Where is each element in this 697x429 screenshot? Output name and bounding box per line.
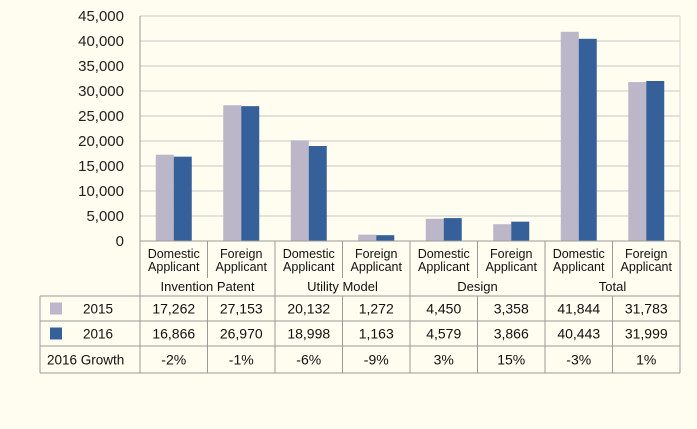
y-tick-label: 0 bbox=[116, 233, 124, 250]
bar-2016 bbox=[443, 218, 462, 241]
y-tick-label: 40,000 bbox=[78, 33, 124, 50]
category-label: Applicant bbox=[351, 260, 403, 274]
category-label: Foreign bbox=[625, 247, 667, 261]
growth-row-label: 2016 Growth bbox=[47, 353, 124, 368]
table-value: 1,163 bbox=[359, 326, 394, 342]
legend-label: 2016 bbox=[83, 327, 113, 342]
growth-value: 1% bbox=[636, 352, 656, 368]
y-tick-label: 25,000 bbox=[78, 108, 124, 125]
group-label: Design bbox=[457, 279, 497, 294]
category-label: Applicant bbox=[621, 260, 673, 274]
table-value: 16,866 bbox=[152, 326, 195, 342]
table-value: 20,132 bbox=[287, 301, 330, 317]
bar-2016 bbox=[646, 81, 665, 241]
bar-2015 bbox=[628, 82, 647, 242]
category-label: Applicant bbox=[553, 260, 605, 274]
bar-2016 bbox=[308, 146, 327, 241]
growth-value: -6% bbox=[296, 352, 321, 368]
growth-value: -2% bbox=[161, 352, 186, 368]
category-label: Applicant bbox=[148, 260, 200, 274]
category-label: Domestic bbox=[553, 247, 605, 261]
bar-2016 bbox=[173, 156, 192, 241]
bar-2015 bbox=[425, 218, 444, 241]
legend-label: 2015 bbox=[83, 302, 113, 317]
category-label: Applicant bbox=[283, 260, 335, 274]
legend-swatch-2015 bbox=[50, 302, 62, 315]
table-value: 3,358 bbox=[494, 301, 529, 317]
category-label: Foreign bbox=[490, 247, 532, 261]
table-value: 1,272 bbox=[359, 301, 394, 317]
bar-2016 bbox=[241, 106, 260, 242]
category-label: Applicant bbox=[486, 260, 538, 274]
y-tick-label: 30,000 bbox=[78, 83, 124, 100]
y-tick-label: 5,000 bbox=[86, 208, 124, 225]
growth-value: -9% bbox=[364, 352, 389, 368]
bar-2016 bbox=[578, 38, 597, 241]
bar-2015 bbox=[155, 154, 174, 241]
bar-2015 bbox=[223, 105, 242, 241]
table-value: 3,866 bbox=[494, 326, 529, 342]
table-value: 31,783 bbox=[625, 301, 668, 317]
y-tick-label: 35,000 bbox=[78, 58, 124, 75]
category-label: Domestic bbox=[418, 247, 470, 261]
category-label: Domestic bbox=[148, 247, 200, 261]
table-value: 26,970 bbox=[220, 326, 263, 342]
category-label: Foreign bbox=[355, 247, 397, 261]
bar-2016 bbox=[511, 221, 530, 241]
y-tick-label: 20,000 bbox=[78, 133, 124, 150]
category-label: Domestic bbox=[283, 247, 335, 261]
category-label: Applicant bbox=[418, 260, 470, 274]
table-value: 17,262 bbox=[152, 301, 195, 317]
bar-2015 bbox=[493, 224, 512, 241]
y-tick-label: 45,000 bbox=[78, 8, 124, 25]
table-value: 31,999 bbox=[625, 326, 668, 342]
table-value: 40,443 bbox=[557, 326, 600, 342]
table-value: 27,153 bbox=[220, 301, 263, 317]
growth-value: 3% bbox=[434, 352, 454, 368]
bar-2016 bbox=[376, 235, 395, 241]
group-label: Utility Model bbox=[307, 279, 378, 294]
table-value: 18,998 bbox=[287, 326, 330, 342]
bar-2015 bbox=[560, 31, 579, 242]
group-label: Total bbox=[599, 279, 627, 294]
category-label: Applicant bbox=[216, 260, 268, 274]
y-tick-label: 15,000 bbox=[78, 158, 124, 175]
table-value: 4,450 bbox=[426, 301, 461, 317]
growth-value: -3% bbox=[566, 352, 591, 368]
bar-2015 bbox=[290, 140, 309, 241]
group-label: Invention Patent bbox=[161, 279, 255, 294]
table-value: 41,844 bbox=[557, 301, 600, 317]
growth-value: -1% bbox=[229, 352, 254, 368]
table-value: 4,579 bbox=[426, 326, 461, 342]
legend-swatch-2016 bbox=[50, 327, 62, 340]
growth-value: 15% bbox=[497, 352, 525, 368]
bar-2015 bbox=[358, 234, 377, 241]
y-tick-label: 10,000 bbox=[78, 183, 124, 200]
category-label: Foreign bbox=[220, 247, 262, 261]
